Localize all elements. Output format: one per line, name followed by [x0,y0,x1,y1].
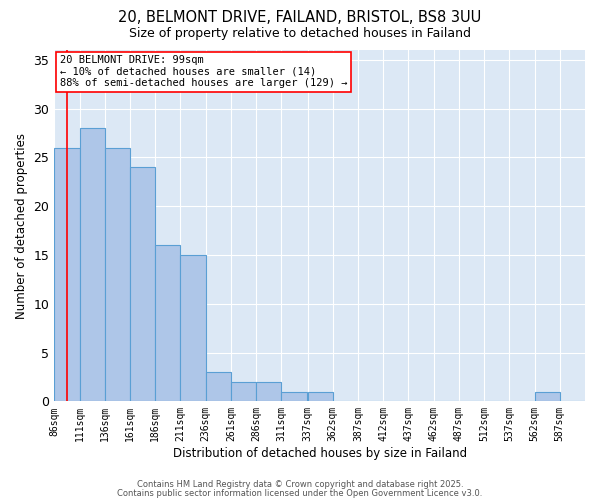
Bar [54,148,80,402]
Bar [535,392,560,402]
Bar [181,255,206,402]
Bar [256,382,281,402]
Bar [281,392,307,402]
Y-axis label: Number of detached properties: Number of detached properties [15,132,28,318]
Text: 20, BELMONT DRIVE, FAILAND, BRISTOL, BS8 3UU: 20, BELMONT DRIVE, FAILAND, BRISTOL, BS8… [118,10,482,25]
Bar [80,128,105,402]
X-axis label: Distribution of detached houses by size in Failand: Distribution of detached houses by size … [173,447,467,460]
Bar [130,167,155,402]
Bar [105,148,130,402]
Bar [155,245,181,402]
Text: Contains HM Land Registry data © Crown copyright and database right 2025.: Contains HM Land Registry data © Crown c… [137,480,463,489]
Bar [206,372,231,402]
Text: 20 BELMONT DRIVE: 99sqm
← 10% of detached houses are smaller (14)
88% of semi-de: 20 BELMONT DRIVE: 99sqm ← 10% of detache… [59,56,347,88]
Text: Contains public sector information licensed under the Open Government Licence v3: Contains public sector information licen… [118,488,482,498]
Bar [308,392,333,402]
Bar [231,382,256,402]
Text: Size of property relative to detached houses in Failand: Size of property relative to detached ho… [129,28,471,40]
